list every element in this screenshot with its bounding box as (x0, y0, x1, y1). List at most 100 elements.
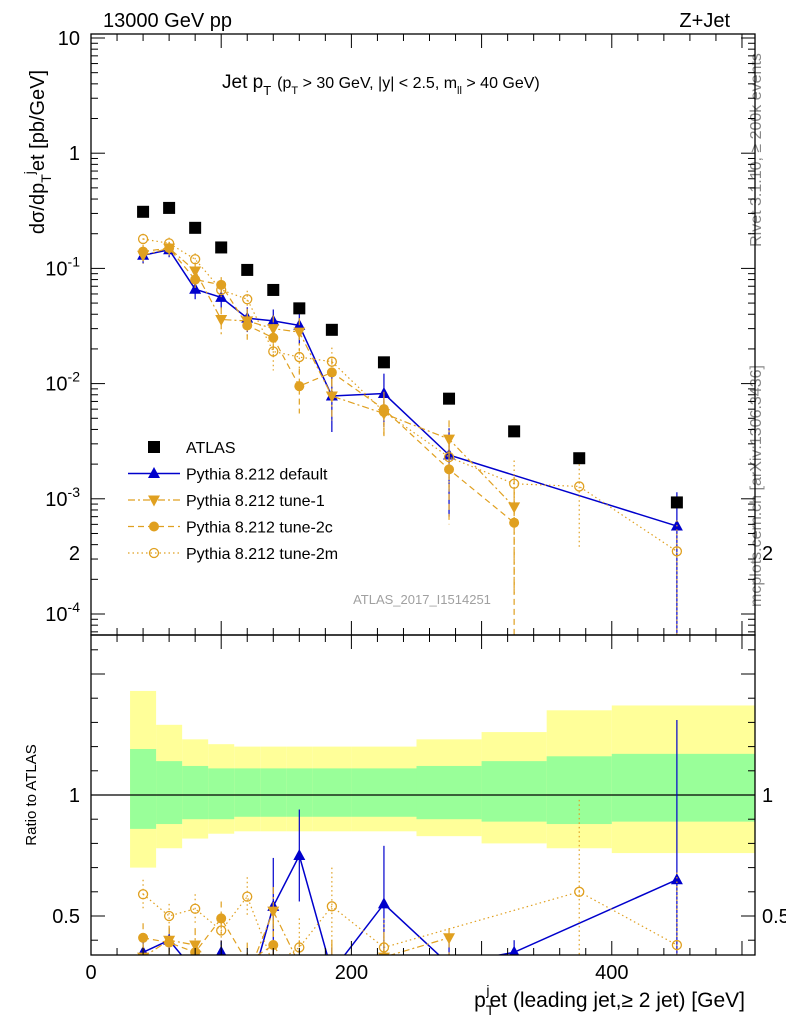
point-tune1 (189, 266, 202, 278)
point-tune2m (137, 233, 149, 245)
ratio-point-tune2c (379, 959, 389, 969)
point-tune2c (138, 246, 149, 257)
y-tick-exponent: -2 (68, 369, 81, 385)
ratio-band-inner (312, 768, 352, 817)
y-tick-exponent: -1 (68, 253, 81, 269)
ratio-band-inner (130, 749, 157, 829)
legend-label-tune2m: Pythia 8.212 tune-2m (186, 546, 338, 563)
ratio-point-default (293, 849, 306, 860)
point-atlas (293, 302, 306, 315)
title-main: Jet p (222, 72, 263, 93)
y-tick-label: 10-4 (45, 599, 80, 626)
ratio-tick-label-left: 2 (69, 543, 80, 565)
legend-item-atlas: ATLAS (148, 440, 236, 457)
ratio-point-tune2m (216, 925, 227, 936)
ratio-point-default (670, 873, 683, 885)
y-tick-base: 10 (45, 374, 67, 396)
ratio-band-inner (546, 756, 612, 825)
point-tune2c (326, 367, 337, 378)
ratio-point-tune2m (326, 901, 338, 912)
point-tune2m (378, 406, 390, 417)
ratio-point-tune2c (294, 981, 304, 991)
ratio-point-tune1 (241, 972, 253, 983)
point-atlas (508, 425, 521, 438)
title-cuts-a: (p (277, 75, 291, 92)
y-tick-label: 10 (58, 28, 80, 50)
legend-item-tune2c: Pythia 8.212 tune-2c (128, 520, 333, 537)
ratio-point-default (377, 897, 390, 909)
point-atlas (215, 241, 228, 254)
ratio-band-inner (156, 761, 183, 825)
ratio-tick-label-right: 1 (762, 785, 773, 807)
ratio-panel (91, 690, 755, 1003)
y-tick-label: 10-2 (45, 369, 80, 396)
legend-marker-tune2m (148, 547, 160, 559)
top-ylabel: dσ/dpTjet [pb/GeV] (21, 70, 54, 234)
ratio-band-inner (182, 765, 209, 820)
y-tick-label: 10-1 (45, 253, 80, 280)
legend-item-default: Pythia 8.212 default (128, 467, 328, 484)
x-axis-label-main: p (474, 989, 486, 1012)
top-ylabel-sub: T (38, 174, 54, 183)
x-tick-label: 0 (85, 962, 96, 984)
point-tune2m (294, 351, 305, 363)
ratio-point-tune1 (215, 972, 227, 983)
ratio-tick-label-right: 0.5 (762, 906, 786, 928)
ratio-point-tune2c (444, 972, 454, 982)
title-main-sub: T (263, 83, 271, 98)
point-atlas (325, 323, 338, 336)
ratio-point-tune2m (378, 942, 390, 953)
ratio-line-tune2m (142, 891, 678, 955)
y-tick-exponent: -3 (68, 484, 81, 500)
legend-marker-tune1 (148, 495, 160, 507)
ratio-line-tune2c (142, 917, 281, 955)
point-tune2m (242, 294, 253, 305)
legend-label-tune1: Pythia 8.212 tune-1 (186, 493, 325, 510)
point-tune2c (294, 381, 305, 392)
point-default (189, 282, 202, 294)
ratio-band-inner (351, 768, 417, 817)
y-tick-base: 10 (45, 489, 67, 511)
ratio-point-tune2c (138, 932, 149, 943)
x-tick-label: 200 (335, 962, 368, 984)
point-tune2m (326, 356, 338, 367)
x-tick-label: 400 (595, 962, 628, 984)
point-atlas (163, 201, 176, 214)
x-axis-label-sup: j (485, 982, 489, 998)
point-atlas (670, 496, 683, 509)
ratio-point-tune2c (164, 937, 175, 948)
point-tune1 (325, 391, 338, 403)
point-tune2m (508, 478, 520, 489)
ratio-line-default (142, 853, 678, 955)
ratio-point-tune2m (242, 891, 253, 902)
legend-label-atlas: ATLAS (186, 440, 236, 457)
ratio-point-default (241, 992, 253, 1003)
point-tune2c (509, 517, 520, 528)
point-tune2m (268, 346, 279, 357)
ratio-tick-label-left: 1 (69, 785, 80, 807)
ratio-point-tune2m (269, 960, 278, 969)
title-cuts-sub2: ll (457, 85, 462, 97)
legend-item-tune1: Pythia 8.212 tune-1 (128, 493, 325, 510)
legend-label-default: Pythia 8.212 default (186, 467, 328, 484)
point-atlas (137, 205, 150, 218)
point-tune2c (190, 274, 201, 285)
point-atlas (573, 452, 586, 465)
ratio-point-tune1 (267, 906, 280, 918)
x-axis-label-sub: T (486, 1002, 495, 1018)
point-atlas (267, 283, 280, 296)
point-tune1 (293, 327, 306, 339)
title-cuts-sub: T (291, 85, 298, 97)
ratio-point-tune1 (293, 960, 305, 971)
ratio-point-tune2c (242, 957, 252, 967)
header-energy: 13000 GeV pp (103, 10, 232, 32)
ratio-band-inner (260, 768, 287, 817)
plot-title: Jet pT (pT > 30 GeV, |y| < 2.5, mll > 40 … (222, 72, 540, 98)
legend: ATLAS Pythia 8.212 default Pythia 8.212 tu… (128, 440, 338, 563)
ratio-tick-label-right: 2 (762, 543, 773, 565)
point-atlas (443, 392, 456, 405)
ratio-point-default (443, 958, 455, 969)
analysis-id: ATLAS_2017_I1514251 (353, 592, 491, 607)
